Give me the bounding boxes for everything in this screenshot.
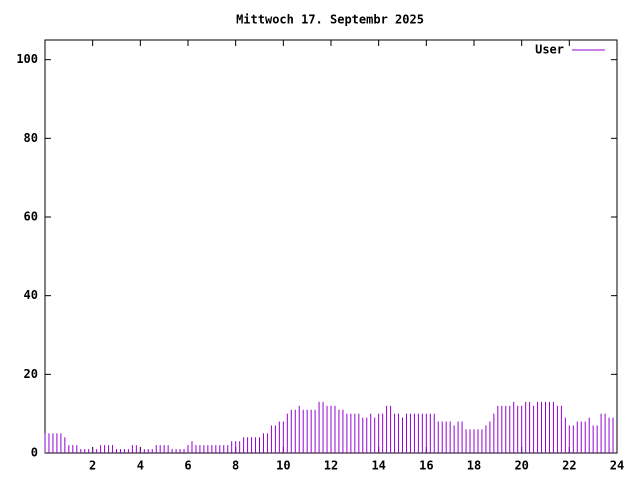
- x-tick-label: 4: [137, 459, 144, 473]
- x-tick-label: 22: [562, 459, 576, 473]
- x-tick-label: 14: [371, 459, 385, 473]
- x-tick-label: 12: [324, 459, 338, 473]
- x-tick-label: 16: [419, 459, 433, 473]
- y-tick-label: 60: [24, 210, 38, 224]
- y-tick-label: 80: [24, 131, 38, 145]
- x-tick-label: 24: [610, 459, 624, 473]
- y-tick-label: 0: [31, 446, 38, 460]
- x-tick-label: 6: [184, 459, 191, 473]
- x-tick-label: 8: [232, 459, 239, 473]
- x-tick-label: 2: [89, 459, 96, 473]
- y-tick-label: 100: [16, 52, 38, 66]
- legend-label: User: [535, 43, 564, 57]
- y-tick-label: 20: [24, 367, 38, 381]
- chart-title: Mittwoch 17. Septembr 2025: [236, 13, 424, 27]
- y-tick-label: 40: [24, 288, 38, 302]
- x-tick-label: 20: [514, 459, 528, 473]
- x-tick-label: 18: [467, 459, 481, 473]
- x-tick-label: 10: [276, 459, 290, 473]
